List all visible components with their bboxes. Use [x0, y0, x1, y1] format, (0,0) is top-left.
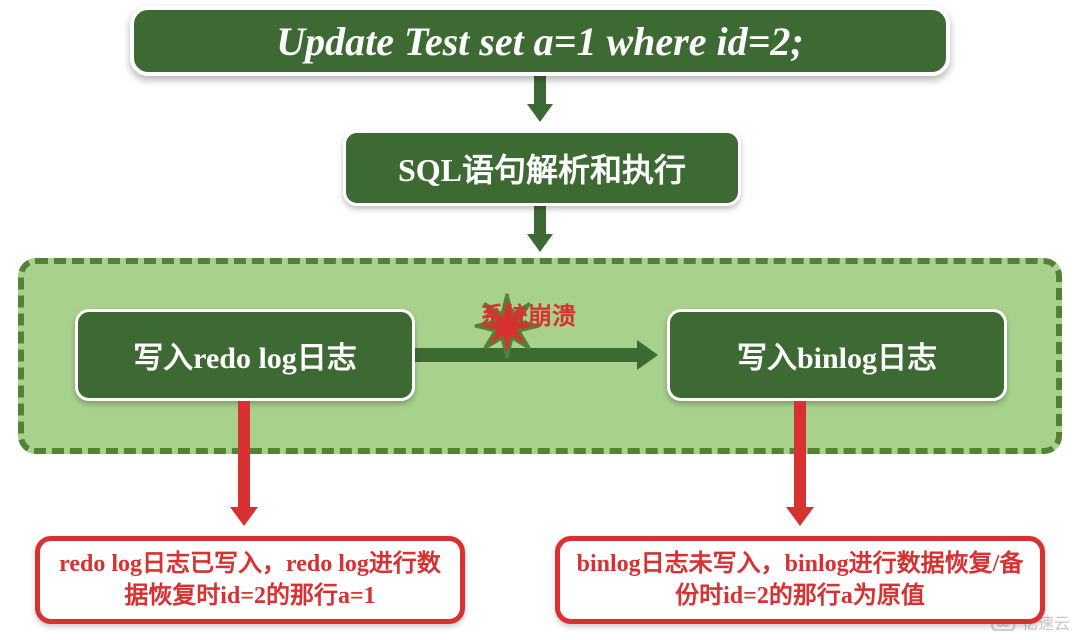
arrow-parse-to-panel — [534, 206, 546, 250]
binlog-note-text: binlog日志未写入，binlog进行数据恢复/备份时id=2的那行a为原值 — [574, 548, 1026, 613]
binlog-note-box: binlog日志未写入，binlog进行数据恢复/备份时id=2的那行a为原值 — [555, 536, 1045, 624]
redo-log-note-box: redo log日志已写入，redo log进行数据恢复时id=2的那行a=1 — [35, 536, 465, 624]
crash-label-text: 系统崩溃 — [480, 304, 576, 330]
sql-statement-box: Update Test set a=1 where id=2; — [130, 6, 950, 76]
arrow-binlog-to-note — [794, 401, 806, 524]
write-redo-log-text: 写入redo log日志 — [133, 333, 357, 377]
redo-log-note-text: redo log日志已写入，redo log进行数据恢复时id=2的那行a=1 — [54, 548, 446, 613]
write-redo-log-box: 写入redo log日志 — [75, 309, 415, 401]
write-binlog-text: 写入binlog日志 — [737, 333, 937, 377]
crash-label: 系统崩溃 — [480, 296, 576, 331]
write-binlog-box: 写入binlog日志 — [667, 309, 1007, 401]
parse-execute-text: SQL语句解析和执行 — [398, 145, 686, 191]
sql-statement-text: Update Test set a=1 where id=2; — [276, 18, 803, 65]
arrow-redo-to-note — [238, 401, 250, 524]
arrow-title-to-parse — [534, 76, 546, 120]
parse-execute-box: SQL语句解析和执行 — [343, 130, 741, 206]
